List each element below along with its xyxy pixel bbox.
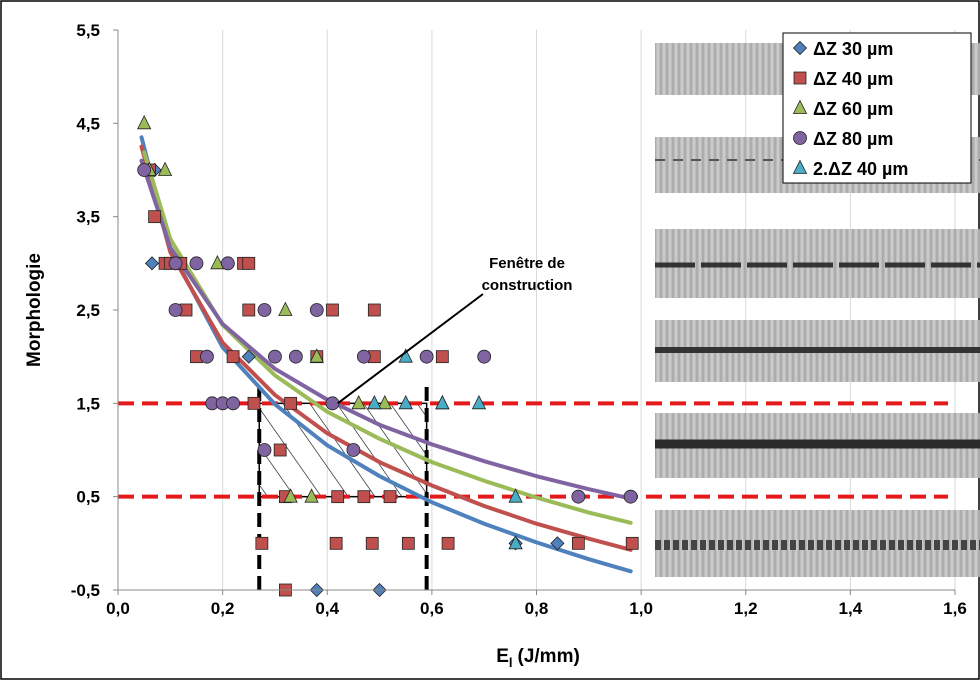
- legend-label: ΔZ 40 µm: [813, 69, 893, 89]
- legend-marker: [793, 71, 807, 85]
- point: [242, 303, 256, 317]
- point: [210, 254, 225, 270]
- legend-box: [782, 32, 972, 184]
- y-tick-label: 1,5: [76, 394, 100, 413]
- x-tick-label: 1,0: [629, 599, 653, 618]
- point: [309, 303, 324, 317]
- point: [377, 394, 392, 410]
- x-tick-label: 0,6: [420, 599, 444, 618]
- legend-label: ΔZ 80 µm: [813, 129, 893, 149]
- point: [220, 256, 235, 271]
- point: [419, 349, 434, 364]
- point: [329, 536, 343, 550]
- point: [226, 396, 240, 411]
- y-tick-label: 3,5: [76, 208, 100, 227]
- fit-curve: [139, 158, 633, 501]
- legend-label: ΔZ 30 µm: [813, 39, 893, 59]
- point: [623, 489, 638, 504]
- x-tick-label: 1,4: [839, 599, 863, 618]
- point: [157, 161, 173, 176]
- point: [137, 163, 152, 177]
- legend-marker: [793, 131, 807, 145]
- point: [477, 349, 492, 364]
- y-tick-label: 0,5: [76, 488, 100, 507]
- point: [255, 536, 269, 550]
- x-axis-title-unit: (J/mm): [518, 646, 580, 667]
- y-tick-label: 2,5: [76, 301, 100, 320]
- legend-marker: [792, 99, 808, 114]
- point: [435, 350, 449, 364]
- point: [571, 489, 586, 504]
- x-axis-title-main: E: [496, 646, 509, 667]
- point: [168, 303, 183, 317]
- point: [401, 536, 415, 550]
- point: [304, 488, 319, 503]
- x-tick-label: 0,0: [106, 599, 130, 618]
- point: [242, 256, 256, 270]
- point: [325, 396, 340, 411]
- legend-marker: [792, 159, 808, 174]
- point: [241, 349, 256, 364]
- annotation-arrow: [337, 293, 484, 405]
- point: [309, 348, 324, 363]
- point: [625, 536, 639, 550]
- x-tick-label: 1,2: [734, 599, 758, 618]
- point: [508, 534, 523, 550]
- point: [508, 488, 523, 503]
- y-axis-title: Morphologie: [24, 253, 45, 367]
- point: [288, 349, 303, 364]
- point: [144, 256, 160, 271]
- axes: 0,0 0,2 0,4 0,6 0,8 1,0 1,2 1,4 1,6 5,5 4,5 3,5 2,5 1…: [71, 21, 967, 618]
- point: [148, 210, 162, 224]
- point: [284, 396, 298, 410]
- point: [168, 256, 183, 271]
- point: [257, 303, 272, 317]
- y-tick-label: 5,5: [76, 21, 100, 40]
- legend-label: ΔZ 60 µm: [813, 99, 893, 119]
- x-axis-title-sub: l: [509, 655, 513, 670]
- point: [268, 349, 282, 364]
- point: [326, 303, 339, 317]
- point: [226, 350, 240, 364]
- point: [331, 490, 345, 504]
- point: [367, 394, 382, 410]
- annotation-text: construction: [482, 277, 573, 294]
- x-tick-label: 0,8: [525, 599, 549, 618]
- x-axis-title: El (J/mm): [496, 646, 580, 670]
- point: [189, 256, 204, 271]
- point: [278, 301, 293, 316]
- x-tick-label: 0,4: [315, 599, 339, 618]
- y-tick-label: -0,5: [71, 581, 100, 600]
- point: [257, 443, 272, 457]
- annotation-text: Fenêtre de: [489, 255, 565, 272]
- point: [283, 488, 298, 503]
- x-tick-label: 1,6: [943, 599, 967, 618]
- point: [550, 536, 565, 551]
- point: [383, 490, 397, 504]
- point: [356, 349, 371, 364]
- point: [435, 394, 450, 410]
- point: [351, 394, 366, 410]
- legend-marker: [792, 40, 808, 56]
- point: [200, 349, 214, 364]
- legend-label: 2.ΔZ 40 µm: [813, 159, 908, 179]
- point: [357, 490, 371, 504]
- point: [247, 396, 261, 410]
- point: [137, 114, 152, 130]
- point: [471, 394, 487, 410]
- x-tick-label: 0,2: [211, 599, 235, 618]
- point: [441, 536, 455, 550]
- point: [571, 536, 585, 550]
- point: [365, 536, 379, 550]
- y-tick-label: 4,5: [76, 114, 100, 133]
- point: [367, 303, 381, 317]
- legend: ΔZ 30 µm ΔZ 40 µm ΔZ 60 µm ΔZ 80 µm 2.ΔZ 40 …: [782, 32, 972, 184]
- fit-curve: [139, 144, 633, 552]
- point: [346, 443, 361, 457]
- point: [273, 443, 287, 457]
- point: [398, 394, 413, 410]
- plot-area: [118, 114, 948, 598]
